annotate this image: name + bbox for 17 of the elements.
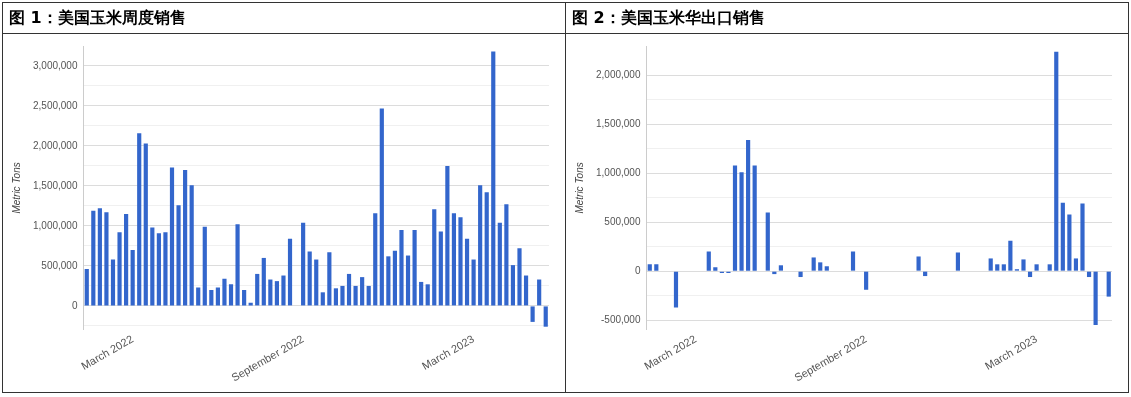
y-axis-title: Metric Tons [10, 162, 22, 214]
y-tick-label: 0 [71, 299, 78, 311]
y-tick-label: -500,000 [601, 313, 641, 325]
y-tick-label: 500,000 [604, 215, 641, 227]
y-tick-label: 0 [634, 264, 641, 276]
y-tick-label: 2,000,000 [32, 139, 78, 151]
y-tick-label: 1,000,000 [595, 167, 641, 179]
chart-title: 图 2：美国玉米华出口销售 [566, 3, 1128, 34]
y-tick-label: 3,000,000 [32, 59, 78, 71]
y-axis-title: Metric Tons [573, 162, 585, 214]
y-tick-label: 1,500,000 [595, 118, 641, 130]
chart-title: 图 1：美国玉米周度销售 [3, 3, 565, 34]
y-tick-label: 500,000 [41, 259, 78, 271]
y-tick-label: 1,000,000 [32, 219, 78, 231]
y-tick-label: 2,500,000 [32, 99, 78, 111]
y-tick-label: 1,500,000 [32, 179, 78, 191]
y-tick-label: 2,000,000 [595, 69, 641, 81]
